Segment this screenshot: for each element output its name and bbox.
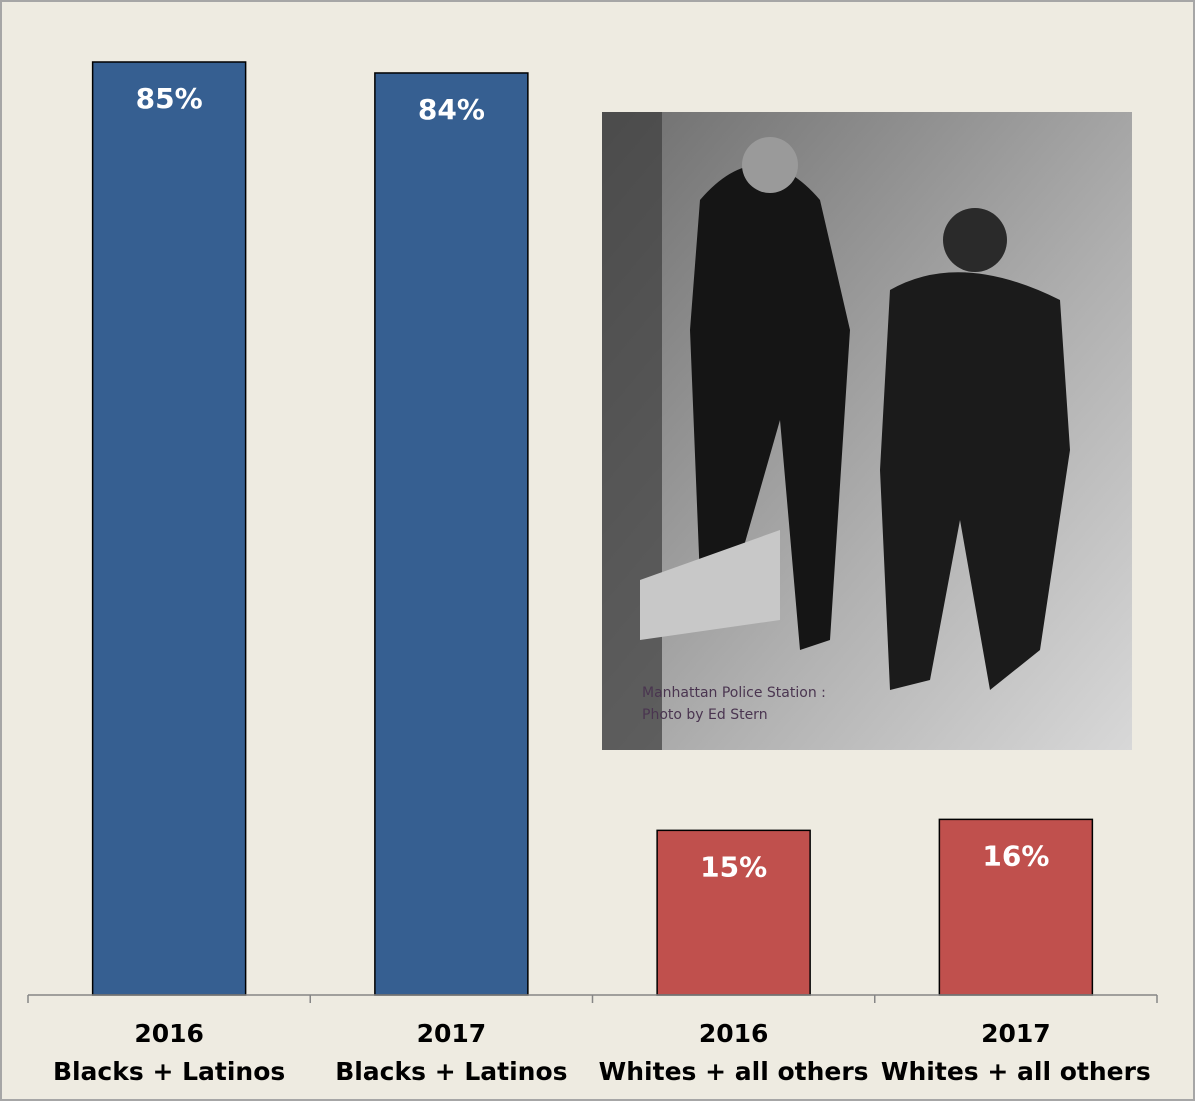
x-tick-label: 2017 (981, 1019, 1051, 1048)
bar (91, 61, 247, 996)
x-tick-label: 2016 (134, 1019, 204, 1048)
x-tick-label: 2016 (699, 1019, 769, 1048)
x-tick-label: Whites + all others (599, 1057, 869, 1086)
x-tick-label: Blacks + Latinos (335, 1057, 567, 1086)
value-label: 85% (136, 82, 203, 115)
value-label: 84% (418, 93, 485, 126)
photo (602, 112, 1132, 750)
photo-caption: Manhattan Police Station : (642, 685, 826, 701)
value-label: 15% (700, 850, 767, 883)
bar (938, 818, 1094, 996)
x-tick-label: 2017 (417, 1019, 487, 1048)
x-tick-label: Blacks + Latinos (53, 1057, 285, 1086)
x-tick-label: Whites + all others (881, 1057, 1151, 1086)
bar (374, 72, 529, 996)
bar (656, 829, 811, 996)
photo-caption: Photo by Ed Stern (642, 707, 768, 723)
value-label: 16% (982, 839, 1049, 872)
